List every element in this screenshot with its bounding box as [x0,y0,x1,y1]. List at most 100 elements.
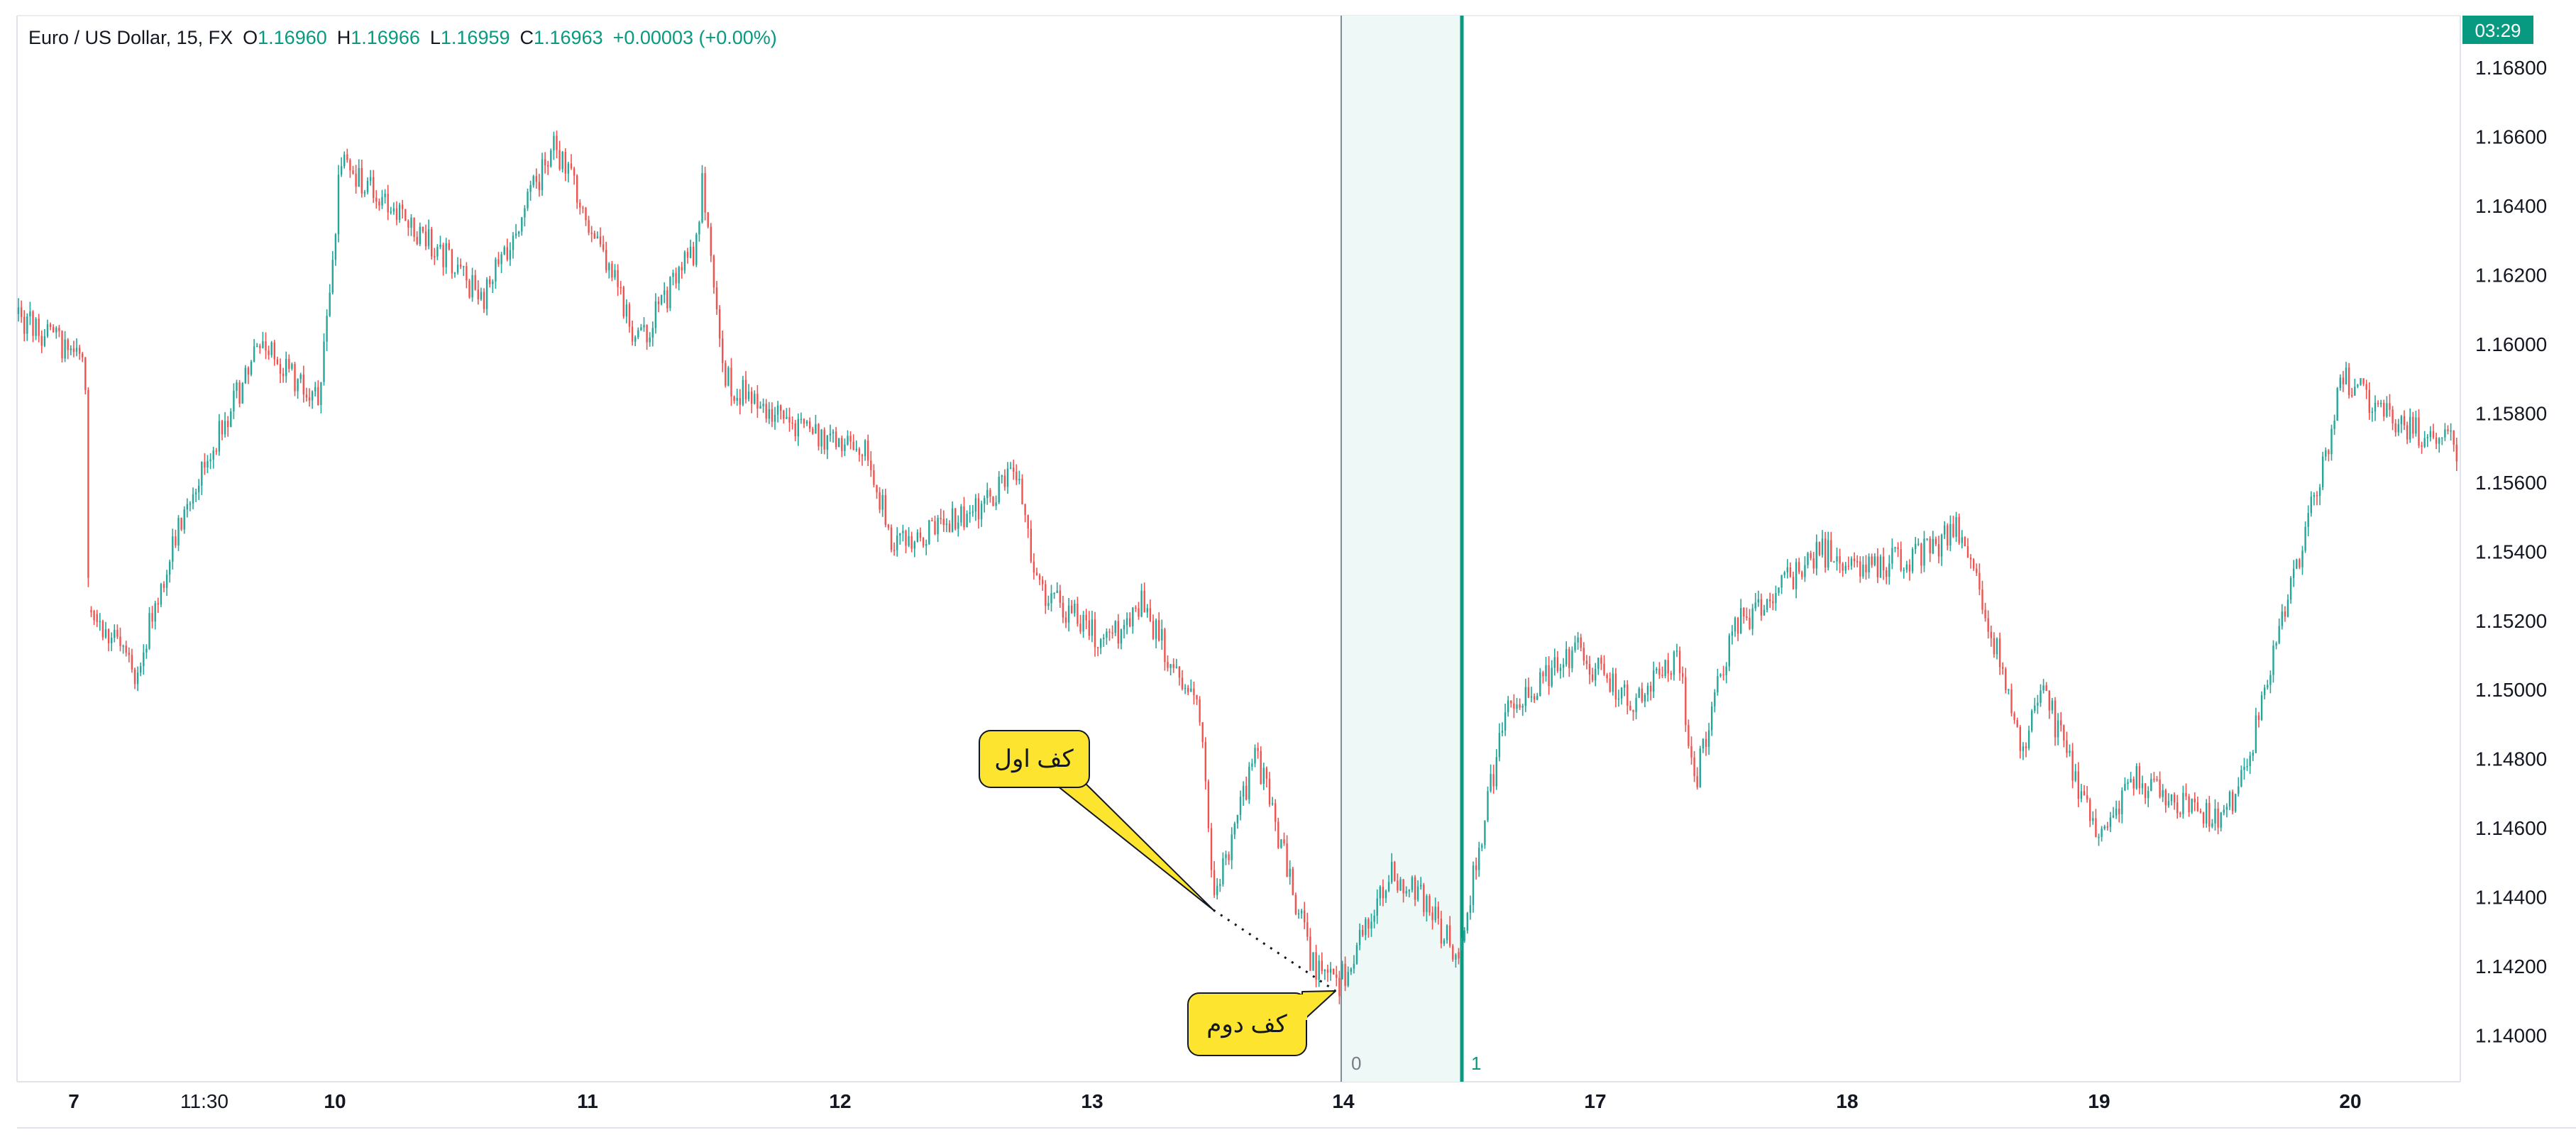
candle-body [1309,936,1311,971]
candle-body [1079,624,1081,632]
candle-body [1096,647,1099,648]
candle-body [343,154,346,167]
candle-body [768,409,770,419]
candle-body [346,154,348,160]
time-axis[interactable]: 7 11:30 10 11 12 13 14 17 18 19 20 [68,1090,2361,1112]
candle-body [2048,691,2050,711]
candle-body [588,220,590,233]
price-tick-label: 1.15400 [2475,541,2547,563]
candle-body [2208,803,2211,827]
candle-body [1775,592,1777,604]
candle-body [1239,797,1242,815]
candle-body [1260,750,1262,785]
candle-body [317,387,319,405]
candle-body [698,222,700,235]
candle-body [75,348,78,352]
candle-body [890,527,893,550]
candle-body [227,421,229,428]
candle-body [2066,740,2068,753]
candle-body [841,438,843,451]
marker-label-0: 0 [1351,1053,1361,1074]
candle-body [678,267,680,284]
candle-body [169,561,171,575]
callout-first-bottom[interactable]: کف اول [979,730,1214,911]
candle-body [2368,389,2370,414]
candle-body [453,272,456,274]
candle-body [1792,577,1795,589]
candle-body [1524,687,1526,707]
candle-body [1670,673,1672,675]
price-axis[interactable]: 1.16800 1.16600 1.16400 1.16200 1.16000 1.158… [2475,57,2547,1046]
candle-body [451,249,453,274]
candle-body [1516,704,1518,709]
candle-body [905,531,907,546]
candle-body [445,243,447,267]
candle-body [622,287,624,317]
candle-body [125,645,127,653]
candle-body [1009,467,1012,469]
candle-body [360,167,363,194]
candle-body [1929,538,1931,554]
candle-body [1426,895,1428,912]
candle-body [2060,720,2062,726]
candle-body [725,362,727,386]
candle-body [1472,865,1475,905]
candle-body [1827,540,1829,568]
candle-body [1385,890,1387,899]
candle-body [2150,778,2152,791]
candle-body [1964,537,1966,547]
candle-body [838,438,840,448]
candle-body [1749,617,1751,629]
candle-body [1184,687,1187,689]
candle-body [899,533,901,536]
candle-body [407,221,409,228]
candle-body [2124,784,2126,791]
candle-body [308,397,311,401]
candle-body [262,341,264,348]
candle-body [1490,774,1492,792]
candle-body [2418,417,2420,446]
candle-body [96,614,98,622]
candle-body [2170,794,2173,802]
price-tick-label: 1.14200 [2475,955,2547,977]
candle-body [1275,803,1277,822]
candle-body [1222,858,1224,885]
candle-body [1571,650,1573,668]
candle-body [524,208,526,218]
candle-body [1085,614,1087,621]
candle-body [861,455,864,457]
candle-body [2089,799,2091,821]
price-tick-label: 1.14400 [2475,887,2547,909]
candle-body [46,324,49,336]
candle-body [1475,865,1477,870]
change-value: +0.00003 (+0.00%) [613,27,777,48]
candle-body [771,409,774,422]
candle-body [599,236,602,245]
candle-body [1577,637,1579,643]
candle-body [1152,621,1155,639]
candle-body [1196,694,1198,699]
candle-body [707,212,709,227]
symbol-legend[interactable]: Euro / US Dollar, 15, FX O1.16960 H1.16966… [28,27,777,48]
price-tick-label: 1.16600 [2475,126,2547,148]
candle-body [759,406,761,409]
candle-body [2243,766,2245,770]
candle-body [2153,778,2155,780]
callout-second-bottom[interactable]: کف دوم [1187,990,1336,1056]
candle-body [1675,650,1678,652]
candle-body [593,233,595,239]
candle-body [733,396,735,401]
candle-body [1431,912,1433,921]
candle-body [395,208,398,221]
candle-body [628,304,631,327]
candle-body [116,629,119,637]
candle-body [1966,546,1969,558]
candle-body [625,304,628,317]
candle-body [1088,620,1090,636]
candle-body [268,350,270,355]
candle-body [2002,667,2004,669]
candle-body [259,345,261,348]
bottoms-trendline[interactable] [1213,909,1336,992]
candle-body [1539,672,1541,696]
candle-body [1754,602,1756,609]
